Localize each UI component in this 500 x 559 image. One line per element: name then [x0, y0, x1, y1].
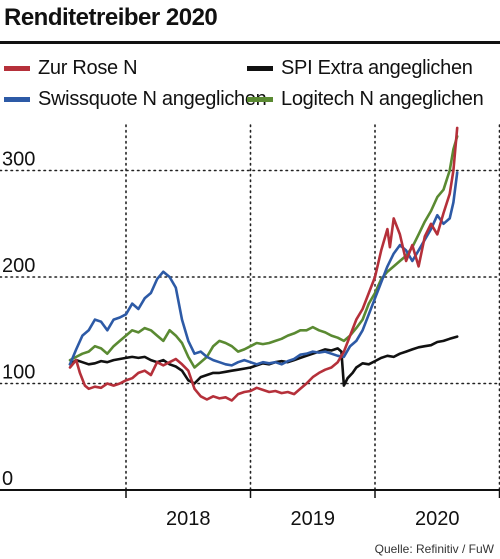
legend-swatch-spi-extra: [247, 66, 273, 71]
x-tick-label-2020: 2020: [415, 508, 460, 530]
legend-swatch-logitech: [247, 97, 273, 102]
y-tick-label-300: 300: [2, 149, 35, 171]
legend-item-logitech: Logitech N angeglichen: [247, 88, 484, 111]
legend-swatch-swissquote: [4, 97, 30, 102]
y-tick-label-200: 200: [2, 255, 35, 277]
legend-item-spi-extra: SPI Extra angeglichen: [247, 57, 473, 80]
x-tick-label-2018: 2018: [166, 508, 211, 530]
legend-label-zur-rose: Zur Rose N: [38, 57, 138, 79]
y-tick-label-100: 100: [2, 362, 35, 384]
legend-item-swissquote: Swissquote N angeglichen: [4, 88, 267, 111]
legend-label-spi-extra: SPI Extra angeglichen: [281, 57, 473, 79]
title-rule: [0, 41, 500, 44]
legend-label-logitech: Logitech N angeglichen: [281, 88, 484, 110]
legend-swatch-zur-rose: [4, 66, 30, 71]
source-credit: Quelle: Refinitiv / FuW: [374, 542, 494, 556]
y-tick-label-0: 0: [2, 468, 13, 490]
series-line-zur-rose-n: [68, 126, 459, 402]
chart-title: Renditetreiber 2020: [4, 4, 218, 31]
series-line-swissquote-n-angeglichen: [68, 171, 459, 367]
legend-item-zur-rose: Zur Rose N: [4, 57, 138, 80]
x-tick-label-2019: 2019: [291, 508, 336, 530]
series-line-logitech-n-angeglichen: [68, 135, 459, 369]
legend-label-swissquote: Swissquote N angeglichen: [38, 88, 267, 110]
